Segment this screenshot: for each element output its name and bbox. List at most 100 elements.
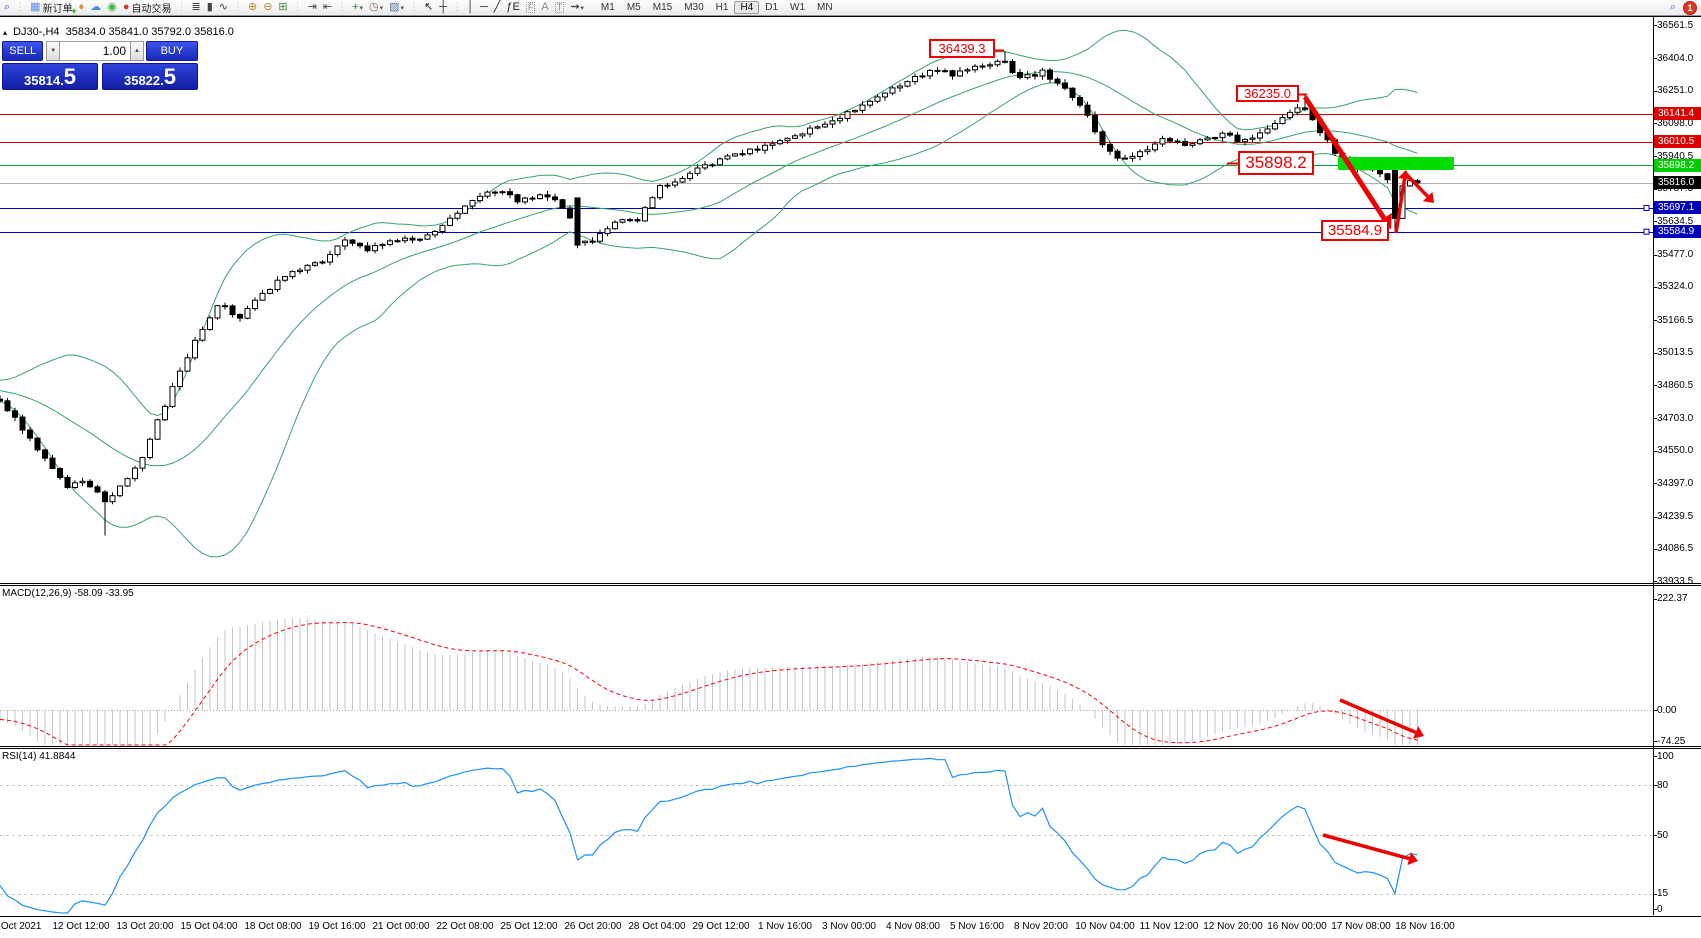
search-icon-right[interactable]: ⌕ xyxy=(1669,1,1676,13)
search-icon[interactable]: ⌕ xyxy=(1,0,13,15)
timeframe-mn[interactable]: MN xyxy=(817,1,833,13)
text-icon[interactable]: A xyxy=(538,0,551,15)
rsi-label: RSI(14) 41.8844 xyxy=(2,751,76,762)
signal-icon[interactable]: ◉ xyxy=(104,0,120,15)
new-order-button: ▦ xyxy=(30,1,41,13)
price-axis-tick: 34239.5 xyxy=(1657,511,1694,522)
autotrade-button[interactable]: ● 自动交易 xyxy=(120,0,175,15)
timeframe-m15[interactable]: M15 xyxy=(652,1,673,13)
bar-chart-icon[interactable]: ≣ xyxy=(188,0,203,15)
timeframe-w1[interactable]: W1 xyxy=(790,1,806,13)
volume-decrease-button[interactable]: ▼ xyxy=(46,41,61,61)
candlestick-chart-icon[interactable]: ▮ xyxy=(204,0,216,15)
chart-template-button: ▧ xyxy=(389,1,400,13)
sell-button[interactable]: SELL xyxy=(2,41,44,61)
textlabel-icon[interactable]: T xyxy=(552,0,568,15)
timeframe-h1[interactable]: H1 xyxy=(715,1,729,13)
textlabel-icon: T xyxy=(554,2,565,13)
macd-panel-splitter[interactable] xyxy=(0,582,1701,588)
line-drag-handle[interactable] xyxy=(1643,205,1650,211)
channel-icon[interactable]: F xyxy=(523,0,539,15)
timeframe-d1[interactable]: D1 xyxy=(765,1,779,13)
time-axis-tick: 17 Nov 08:00 xyxy=(1331,921,1391,932)
timeframe-h4[interactable]: H4 xyxy=(734,0,760,14)
buy-button[interactable]: BUY xyxy=(145,41,198,61)
vertical-line-icon[interactable]: │ xyxy=(464,0,477,15)
zoom-in-icon[interactable]: ⊕ xyxy=(245,0,260,15)
chart-template-button[interactable]: ▧ ▾ xyxy=(386,0,407,15)
text-icon: A xyxy=(541,1,549,13)
time-axis-tick: 8 Nov 20:00 xyxy=(1014,921,1068,932)
cursor-icon: ↖ xyxy=(424,1,434,13)
price-axis-tick: 35634.5 xyxy=(1657,216,1694,227)
price-axis-tick: 36561.5 xyxy=(1657,20,1694,31)
bid-price-badge: 35816.0 xyxy=(1654,176,1701,189)
macd-signal-line xyxy=(0,621,1418,746)
collapse-triangle-icon[interactable]: ▴ xyxy=(3,28,8,37)
add-indicator-button[interactable]: + ▾ xyxy=(349,0,366,15)
price-annotation-label[interactable]: 35584.9 xyxy=(1321,220,1389,241)
sell-price-button[interactable]: 35814. 5 xyxy=(2,63,98,90)
timeframe-m30[interactable]: M30 xyxy=(684,1,704,13)
rsi-axis-tick: 80 xyxy=(1657,780,1669,791)
buy-price-button[interactable]: 35822. 5 xyxy=(102,63,198,90)
time-axis-tick: 10 Nov 04:00 xyxy=(1075,921,1135,932)
volume-increase-button[interactable]: ▲ xyxy=(130,41,144,61)
arrows-tool-icon[interactable]: ⇝ ▾ xyxy=(567,0,587,15)
time-axis-tick: 28 Oct 04:00 xyxy=(628,921,686,932)
price-annotation-label[interactable]: 35898.2 xyxy=(1238,151,1314,175)
cursor-icon[interactable]: ↖ xyxy=(421,0,436,15)
price-axis-tick: 35477.0 xyxy=(1657,249,1694,260)
timeframe-toolbar: M1 M5 M15 M30 H1 H4 D1 W1 MN xyxy=(595,0,839,15)
rsi-axis-tick: 15 xyxy=(1657,888,1669,899)
horizontal-line-icon[interactable]: ─ xyxy=(477,0,491,15)
chevron-down-icon[interactable]: ▾ xyxy=(359,4,364,12)
one-click-trading-panel: SELL ▼ ▲ BUY 35814.5 35822.5 xyxy=(2,41,198,90)
rsi-axis-tick: 100 xyxy=(1657,751,1674,762)
chart-shift-icon[interactable]: ⇥ xyxy=(305,0,320,15)
cloud-icon: ☁ xyxy=(90,1,102,13)
rsi-panel-splitter[interactable] xyxy=(0,745,1701,751)
time-axis-tick: 5 Nov 16:00 xyxy=(950,921,1004,932)
autotrade-button: ● xyxy=(122,1,130,13)
green-zone-box[interactable] xyxy=(1338,157,1454,170)
ohlc-readout: 35834.0 35841.0 35792.0 35816.0 xyxy=(65,26,234,38)
level-price-badge: 35697.1 xyxy=(1654,201,1701,214)
price-annotation-label[interactable]: 36439.3 xyxy=(929,39,995,58)
level-price-badge: 36010.5 xyxy=(1654,135,1701,148)
new-order-button[interactable]: ▦ + 新订单 xyxy=(27,0,77,16)
chevron-down-icon[interactable]: ▾ xyxy=(580,4,584,12)
paint-bucket-icon: ♦ xyxy=(78,1,85,13)
tile-windows-icon[interactable]: ⊞ xyxy=(275,0,290,15)
toolbar-grip: ⋮ xyxy=(232,2,243,13)
time-axis-tick: 29 Oct 12:00 xyxy=(692,921,750,932)
volume-input[interactable] xyxy=(60,41,131,61)
fibonacci-icon[interactable]: ƒE xyxy=(503,0,522,15)
chevron-down-icon[interactable]: ▾ xyxy=(400,4,405,12)
price-axis-tick: 34086.5 xyxy=(1657,543,1694,554)
macd-axis-tick: 222.37 xyxy=(1657,593,1688,604)
time-axis-tick: 12 Oct 12:00 xyxy=(52,921,110,932)
crosshair-icon[interactable]: ┼ xyxy=(436,0,450,15)
time-axis[interactable] xyxy=(0,916,1701,938)
zoom-out-icon[interactable]: ⊖ xyxy=(260,0,275,15)
cloud-icon[interactable]: ☁ xyxy=(87,0,104,15)
price-annotation-label[interactable]: 36235.0 xyxy=(1236,85,1299,102)
signal-icon: ◉ xyxy=(107,1,117,13)
candlesticks xyxy=(0,50,1421,536)
auto-scroll-icon[interactable]: ⇤ xyxy=(320,0,335,15)
vertical-line-icon: │ xyxy=(467,1,474,13)
timeframe-m5[interactable]: M5 xyxy=(626,1,641,13)
line-chart-icon[interactable]: ∿ xyxy=(216,0,231,15)
chevron-down-icon[interactable]: ▾ xyxy=(379,4,384,12)
trendline-icon[interactable]: ╱ xyxy=(491,0,504,15)
notification-badge[interactable]: 1 xyxy=(1683,0,1697,15)
line-drag-handle[interactable] xyxy=(1643,228,1650,235)
paint-bucket-icon[interactable]: ♦ xyxy=(76,0,88,15)
timeframe-m1[interactable]: M1 xyxy=(600,1,615,13)
plus-badge-icon: + xyxy=(71,6,77,16)
price-axis-tick: 34550.0 xyxy=(1657,445,1694,456)
fibonacci-icon: ƒE xyxy=(506,1,520,13)
period-clock-button[interactable]: ◷ ▾ xyxy=(366,0,386,15)
